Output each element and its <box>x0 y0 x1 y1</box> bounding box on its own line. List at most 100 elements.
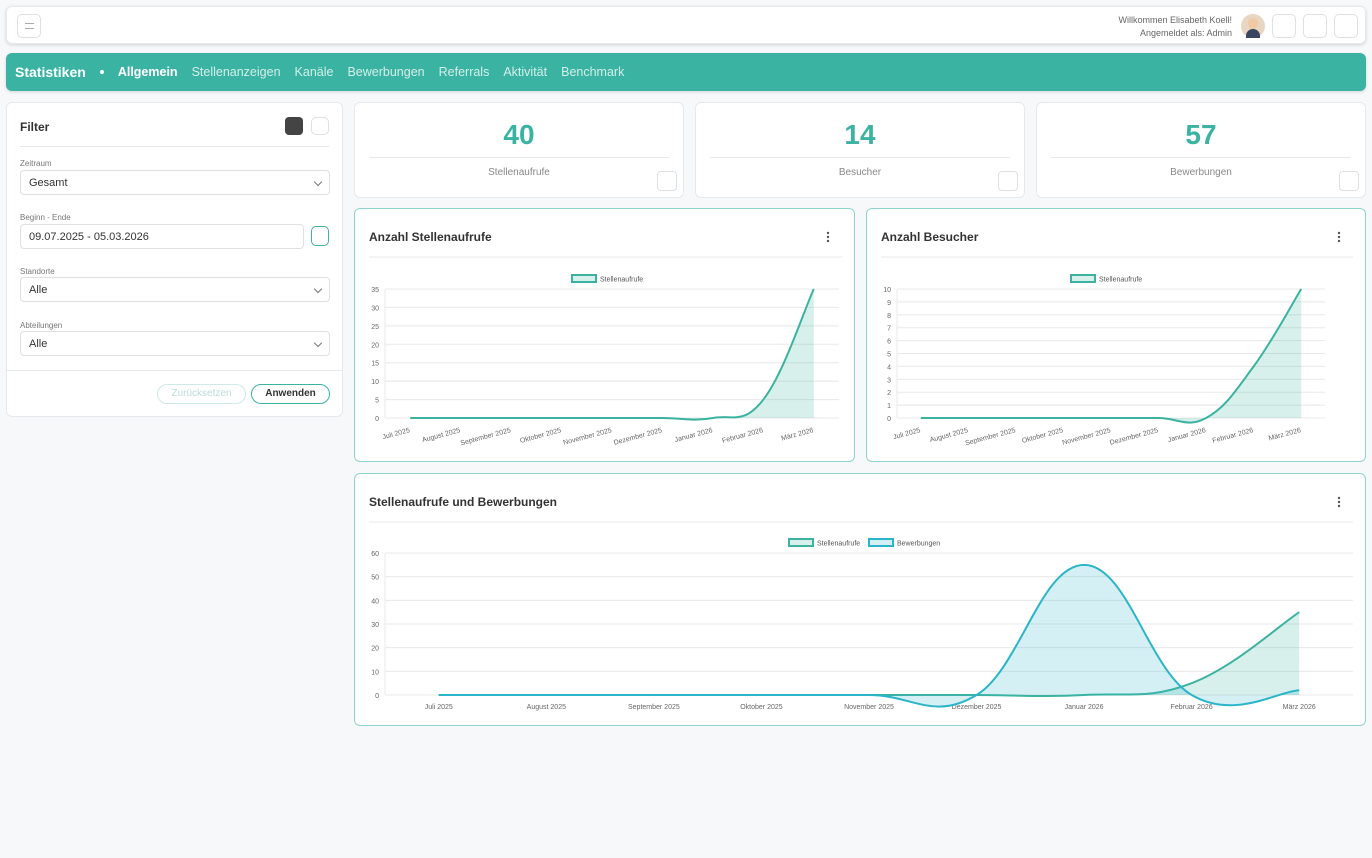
select-value: Alle <box>29 284 48 296</box>
y-tick-label: 0 <box>375 693 379 700</box>
x-tick-label: August 2025 <box>929 427 969 444</box>
menu-button[interactable] <box>17 14 41 38</box>
nav-items: Allgemein Stellenanzeigen Kanäle Bewerbunge… <box>118 65 625 79</box>
tools-button[interactable] <box>1272 14 1296 38</box>
x-tick-label: März 2026 <box>1268 427 1302 442</box>
nav-item[interactable]: Allgemein <box>117 65 178 79</box>
y-tick-label: 2 <box>887 390 891 397</box>
header: Willkommen Elisabeth Koell! Angemeldet a… <box>6 6 1366 44</box>
welcome-text: Willkommen Elisabeth Koell! <box>1118 15 1232 25</box>
nav-item[interactable]: Kanäle <box>294 65 334 79</box>
filter-toggle[interactable] <box>285 117 303 135</box>
avatar[interactable] <box>1241 14 1265 38</box>
notification-button[interactable] <box>1334 14 1358 38</box>
field-label: Standorte <box>20 267 55 276</box>
y-tick-label: 35 <box>371 287 379 294</box>
y-tick-label: 10 <box>371 669 379 676</box>
y-tick-label: 8 <box>887 313 891 320</box>
kpi-card: 14 Besucher <box>695 102 1025 198</box>
nav-item[interactable]: Bewerbungen <box>347 65 425 79</box>
y-tick-label: 7 <box>887 326 891 333</box>
date-value: 09.07.2025 - 05.03.2026 <box>29 231 149 243</box>
x-tick-label: Januar 2026 <box>1065 704 1104 711</box>
x-tick-label: Dezember 2025 <box>952 704 1002 711</box>
filter-hint[interactable] <box>311 117 329 135</box>
chart-title: Anzahl Besucher <box>881 230 979 244</box>
nav-title: Statistiken <box>15 64 86 80</box>
x-tick-label: Juli 2025 <box>892 427 921 441</box>
series-line <box>438 563 1300 708</box>
menu-dot <box>826 231 830 235</box>
y-tick-label: 25 <box>371 324 379 331</box>
y-tick-label: 10 <box>371 379 379 386</box>
x-tick-label: September 2025 <box>628 704 680 711</box>
select-value: Alle <box>29 338 48 350</box>
calendar-button[interactable] <box>311 226 329 246</box>
x-tick-label: November 2025 <box>844 704 894 711</box>
kpi-label: Stellenaufrufe <box>488 167 550 178</box>
y-tick-label: 5 <box>887 352 891 359</box>
y-tick-label: 30 <box>371 622 379 629</box>
nav-dot <box>99 70 104 74</box>
chart-card: Anzahl Besucher 0 1 2 3 4 5 6 7 8 9 10 Juli 2025 Augu… <box>866 208 1366 462</box>
menu-dot <box>1337 231 1341 235</box>
nav-item[interactable]: Referrals <box>438 65 490 79</box>
x-tick-label: August 2025 <box>527 704 566 711</box>
y-tick-label: 20 <box>371 646 379 653</box>
info-button[interactable] <box>998 171 1018 191</box>
x-tick-label: Juli 2025 <box>382 427 411 441</box>
y-tick-label: 4 <box>887 364 891 371</box>
x-tick-label: November 2025 <box>563 427 613 447</box>
legend-label: Stellenaufrufe <box>600 277 643 284</box>
kpi-value: 40 <box>503 119 535 150</box>
nav-item[interactable]: Stellenanzeigen <box>191 65 281 79</box>
x-tick-label: Oktober 2025 <box>519 427 562 445</box>
x-tick-label: September 2025 <box>965 427 1017 447</box>
nav-item[interactable]: Benchmark <box>561 65 625 79</box>
menu-dot <box>1337 235 1341 239</box>
y-tick-label: 0 <box>375 416 379 423</box>
legend-swatch <box>868 538 894 547</box>
y-tick-label: 9 <box>887 300 891 307</box>
legend-label: Stellenaufrufe <box>817 541 860 548</box>
menu-dot <box>1337 239 1341 243</box>
date-input[interactable]: 09.07.2025 - 05.03.2026 <box>20 224 304 249</box>
info-button[interactable] <box>1339 171 1359 191</box>
x-tick-label: August 2025 <box>421 427 461 444</box>
select[interactable]: Alle <box>20 277 330 302</box>
kpi-card: 40 Stellenaufrufe <box>354 102 684 198</box>
series-line <box>410 288 815 421</box>
kpi-label: Besucher <box>838 167 882 178</box>
field-label: Abteilungen <box>20 321 63 330</box>
chart-card: Anzahl Stellenaufrufe 0 5 10 15 20 25 30 35 Juli … <box>354 208 855 462</box>
chart-title: Anzahl Stellenaufrufe <box>369 230 492 244</box>
x-tick-label: Januar 2026 <box>1167 427 1207 444</box>
nav-item[interactable]: Aktivität <box>503 65 548 79</box>
series-area <box>438 612 1300 697</box>
menu-dot <box>826 235 830 239</box>
filter-title: Filter <box>20 120 50 134</box>
apply-button[interactable]: Anwenden <box>251 384 330 404</box>
y-tick-label: 20 <box>371 342 379 349</box>
y-tick-label: 50 <box>371 575 379 582</box>
reset-button[interactable]: Zurücksetzen <box>157 384 246 404</box>
x-tick-label: Februar 2026 <box>1212 427 1255 445</box>
field-label: Zeitraum <box>20 159 52 168</box>
select[interactable]: Alle <box>20 331 330 356</box>
select[interactable]: Gesamt <box>20 170 330 195</box>
separator <box>7 370 342 371</box>
x-tick-label: Juli 2025 <box>425 704 453 711</box>
y-tick-label: 10 <box>883 287 891 294</box>
y-tick-label: 40 <box>371 598 379 605</box>
menu-dot <box>826 239 830 243</box>
series-area <box>410 289 814 420</box>
chart-title: Stellenaufrufe und Bewerbungen <box>369 495 557 509</box>
legend-swatch <box>571 274 597 283</box>
legend-swatch <box>788 538 814 547</box>
x-tick-label: Januar 2026 <box>674 427 714 444</box>
user-info: Willkommen Elisabeth Koell! Angemeldet a… <box>1118 14 1232 40</box>
info-button[interactable] <box>657 171 677 191</box>
field-label: Beginn - Ende <box>20 213 71 222</box>
language-button[interactable] <box>1303 14 1327 38</box>
